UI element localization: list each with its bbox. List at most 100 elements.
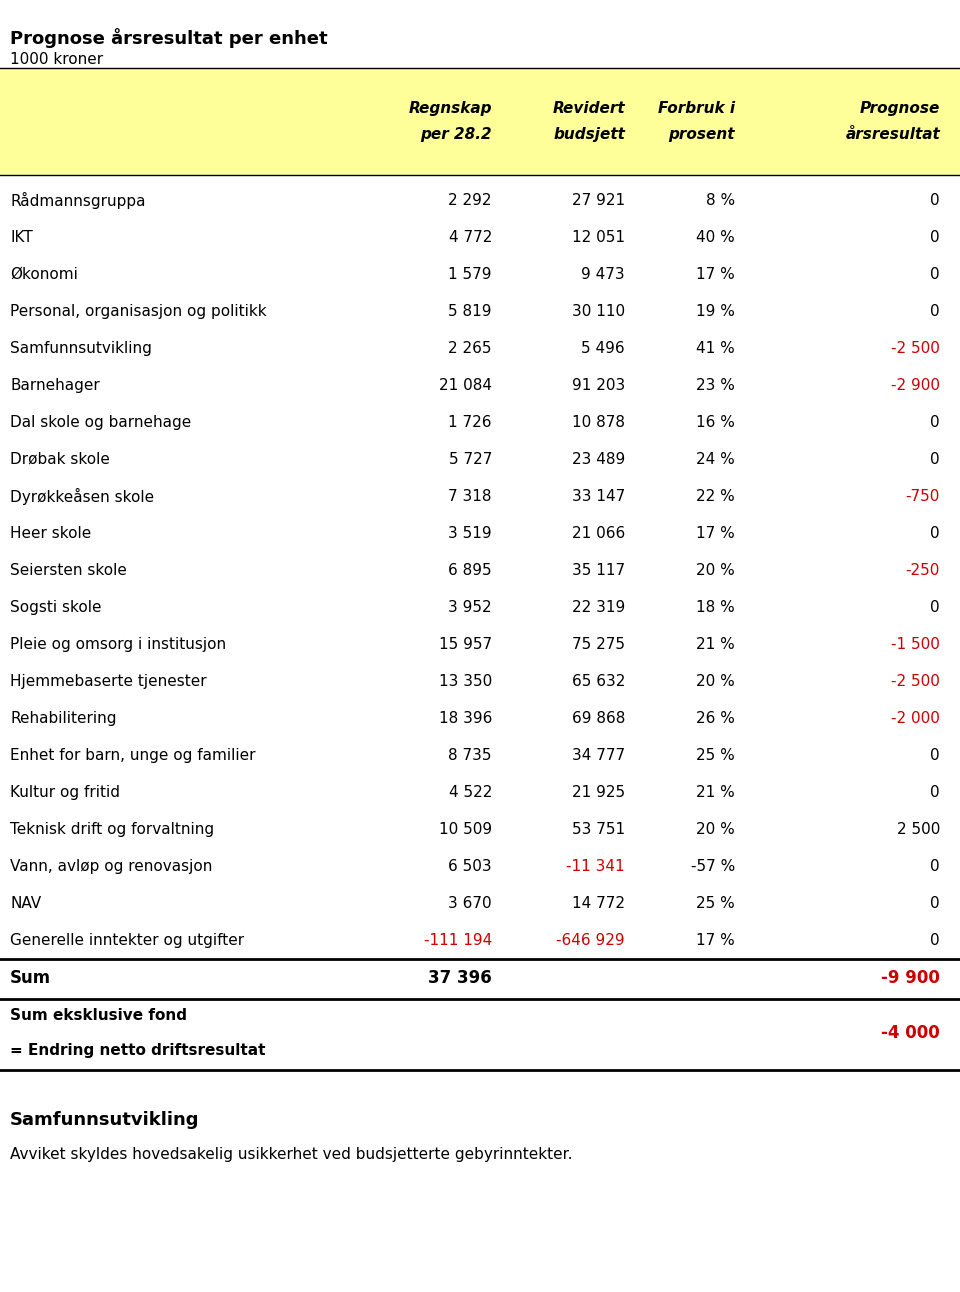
Text: NAV: NAV [10, 895, 41, 911]
Text: -2 500: -2 500 [891, 674, 940, 689]
Text: Kultur og fritid: Kultur og fritid [10, 786, 120, 800]
Text: 1 579: 1 579 [448, 267, 492, 282]
Text: 18 396: 18 396 [439, 711, 492, 726]
Text: 10 509: 10 509 [439, 822, 492, 837]
Text: 5 819: 5 819 [448, 304, 492, 319]
Text: 41 %: 41 % [696, 341, 735, 357]
Text: 4 522: 4 522 [448, 786, 492, 800]
Text: 0: 0 [930, 415, 940, 430]
Text: 0: 0 [930, 599, 940, 615]
Text: Generelle inntekter og utgifter: Generelle inntekter og utgifter [10, 933, 244, 948]
Text: 17 %: 17 % [696, 267, 735, 282]
Text: 34 777: 34 777 [572, 748, 625, 764]
Text: 69 868: 69 868 [571, 711, 625, 726]
Text: 5 496: 5 496 [582, 341, 625, 357]
Text: Rehabilitering: Rehabilitering [10, 711, 116, 726]
Text: Heer skole: Heer skole [10, 526, 91, 541]
Text: 0: 0 [930, 267, 940, 282]
Text: 0: 0 [930, 933, 940, 948]
Text: 0: 0 [930, 230, 940, 245]
Text: Drøbak skole: Drøbak skole [10, 452, 109, 466]
Text: 5 727: 5 727 [448, 452, 492, 466]
Text: Pleie og omsorg i institusjon: Pleie og omsorg i institusjon [10, 637, 227, 652]
Text: Sum eksklusive fond: Sum eksklusive fond [10, 1009, 187, 1023]
Text: prosent: prosent [668, 127, 735, 142]
Text: -2 000: -2 000 [891, 711, 940, 726]
Text: 27 921: 27 921 [572, 193, 625, 208]
Text: -4 000: -4 000 [881, 1025, 940, 1043]
Text: 3 670: 3 670 [448, 895, 492, 911]
Text: 1 726: 1 726 [448, 415, 492, 430]
Text: Barnehager: Barnehager [10, 379, 100, 393]
Text: 8 %: 8 % [706, 193, 735, 208]
Text: 21 066: 21 066 [572, 526, 625, 541]
Bar [0, 68, 960, 174]
Text: 16 %: 16 % [696, 415, 735, 430]
Text: 0: 0 [930, 786, 940, 800]
Text: 24 %: 24 % [696, 452, 735, 466]
Text: 18 %: 18 % [696, 599, 735, 615]
Text: 53 751: 53 751 [572, 822, 625, 837]
Text: -57 %: -57 % [691, 859, 735, 873]
Text: 0: 0 [930, 859, 940, 873]
Text: 4 772: 4 772 [448, 230, 492, 245]
Text: Vann, avløp og renovasjon: Vann, avløp og renovasjon [10, 859, 212, 873]
Text: 0: 0 [930, 193, 940, 208]
Text: Revidert: Revidert [552, 101, 625, 116]
Text: -9 900: -9 900 [881, 969, 940, 987]
Text: Dal skole og barnehage: Dal skole og barnehage [10, 415, 191, 430]
Text: 17 %: 17 % [696, 526, 735, 541]
Text: 75 275: 75 275 [572, 637, 625, 652]
Text: 23 %: 23 % [696, 379, 735, 393]
Text: 9 473: 9 473 [582, 267, 625, 282]
Text: 0: 0 [930, 748, 940, 764]
Text: 1000 kroner: 1000 kroner [10, 52, 103, 67]
Text: 3 519: 3 519 [448, 526, 492, 541]
Text: Prognose: Prognose [859, 101, 940, 116]
Text: 23 489: 23 489 [572, 452, 625, 466]
Text: per 28.2: per 28.2 [420, 127, 492, 142]
Text: 22 %: 22 % [696, 488, 735, 504]
Text: -646 929: -646 929 [557, 933, 625, 948]
Text: -750: -750 [905, 488, 940, 504]
Text: Regnskap: Regnskap [409, 101, 492, 116]
Text: -2 900: -2 900 [891, 379, 940, 393]
Text: 37 396: 37 396 [428, 969, 492, 987]
Text: 20 %: 20 % [696, 822, 735, 837]
Text: -2 500: -2 500 [891, 341, 940, 357]
Text: 0: 0 [930, 895, 940, 911]
Text: 15 957: 15 957 [439, 637, 492, 652]
Text: -1 500: -1 500 [891, 637, 940, 652]
Text: Prognose årsresultat per enhet: Prognose årsresultat per enhet [10, 28, 327, 48]
Text: 19 %: 19 % [696, 304, 735, 319]
Text: 26 %: 26 % [696, 711, 735, 726]
Text: Samfunnsutvikling: Samfunnsutvikling [10, 341, 152, 357]
Text: 20 %: 20 % [696, 563, 735, 578]
Text: -111 194: -111 194 [423, 933, 492, 948]
Text: 33 147: 33 147 [572, 488, 625, 504]
Text: 20 %: 20 % [696, 674, 735, 689]
Text: budsjett: budsjett [553, 127, 625, 142]
Text: Sogsti skole: Sogsti skole [10, 599, 102, 615]
Text: Samfunnsutvikling: Samfunnsutvikling [10, 1111, 200, 1129]
Text: 21 %: 21 % [696, 786, 735, 800]
Text: 40 %: 40 % [696, 230, 735, 245]
Text: 13 350: 13 350 [439, 674, 492, 689]
Text: 25 %: 25 % [696, 748, 735, 764]
Text: 2 500: 2 500 [897, 822, 940, 837]
Text: 10 878: 10 878 [572, 415, 625, 430]
Text: 17 %: 17 % [696, 933, 735, 948]
Text: 2 292: 2 292 [448, 193, 492, 208]
Text: 6 503: 6 503 [448, 859, 492, 873]
Text: 35 117: 35 117 [572, 563, 625, 578]
Text: 2 265: 2 265 [448, 341, 492, 357]
Text: = Endring netto driftsresultat: = Endring netto driftsresultat [10, 1043, 266, 1057]
Text: 0: 0 [930, 452, 940, 466]
Text: Avviket skyldes hovedsakelig usikkerhet ved budsjetterte gebyrinntekter.: Avviket skyldes hovedsakelig usikkerhet … [10, 1147, 572, 1163]
Text: 91 203: 91 203 [572, 379, 625, 393]
Text: IKT: IKT [10, 230, 33, 245]
Text: 14 772: 14 772 [572, 895, 625, 911]
Text: 0: 0 [930, 304, 940, 319]
Text: 21 084: 21 084 [439, 379, 492, 393]
Text: Enhet for barn, unge og familier: Enhet for barn, unge og familier [10, 748, 255, 764]
